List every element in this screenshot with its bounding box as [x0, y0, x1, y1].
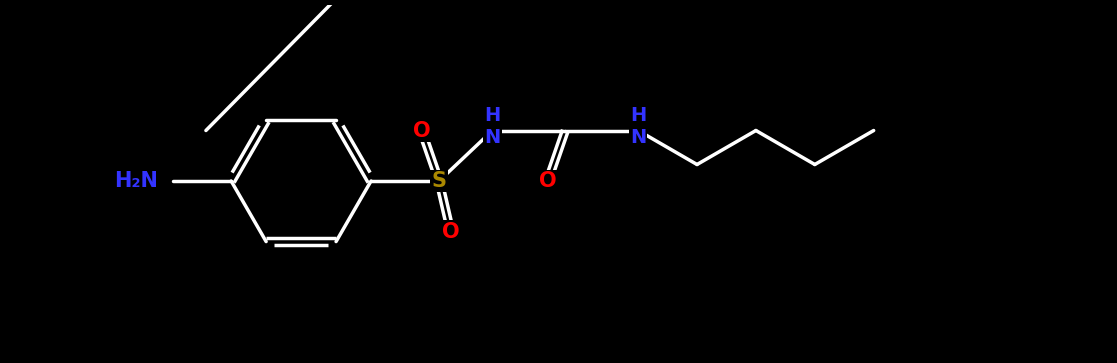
Text: O: O — [442, 221, 459, 241]
Text: O: O — [540, 171, 556, 191]
Text: H
N: H N — [630, 106, 647, 147]
Text: O: O — [413, 121, 430, 140]
Text: H₂N: H₂N — [114, 171, 159, 191]
Text: S: S — [431, 171, 447, 191]
Text: H
N: H N — [485, 106, 500, 147]
